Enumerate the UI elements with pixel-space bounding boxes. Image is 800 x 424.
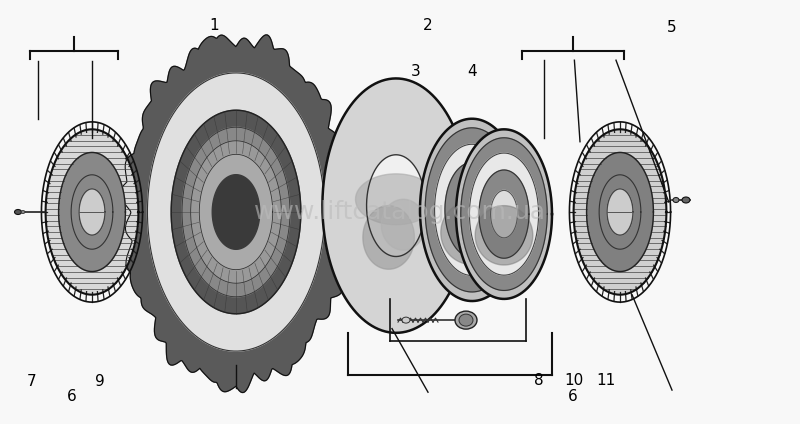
Polygon shape — [212, 175, 260, 249]
Polygon shape — [490, 190, 518, 238]
Text: 3: 3 — [411, 64, 421, 79]
Polygon shape — [363, 206, 414, 269]
Ellipse shape — [21, 210, 25, 214]
Polygon shape — [426, 128, 518, 292]
Text: 11: 11 — [597, 373, 616, 388]
Polygon shape — [479, 170, 529, 258]
Polygon shape — [190, 141, 282, 283]
Polygon shape — [147, 73, 325, 351]
Ellipse shape — [14, 209, 22, 215]
Text: 8: 8 — [534, 373, 543, 388]
Polygon shape — [434, 144, 510, 276]
Polygon shape — [46, 129, 138, 295]
Text: 4: 4 — [467, 64, 477, 79]
Polygon shape — [586, 153, 654, 271]
Polygon shape — [322, 78, 470, 333]
Text: 7: 7 — [27, 374, 37, 389]
Text: www.liftcatalog.com.ua: www.liftcatalog.com.ua — [254, 200, 546, 224]
Ellipse shape — [455, 311, 477, 329]
Polygon shape — [171, 110, 301, 314]
Polygon shape — [458, 184, 486, 235]
Polygon shape — [199, 154, 273, 270]
Text: 6: 6 — [568, 389, 578, 404]
Polygon shape — [79, 189, 105, 235]
Polygon shape — [475, 206, 533, 265]
Polygon shape — [456, 129, 552, 299]
Ellipse shape — [402, 317, 410, 323]
Ellipse shape — [682, 197, 690, 203]
Text: 6: 6 — [67, 389, 77, 404]
Polygon shape — [470, 153, 538, 275]
Polygon shape — [420, 119, 524, 301]
Polygon shape — [366, 155, 426, 257]
Polygon shape — [182, 127, 290, 297]
Polygon shape — [461, 138, 547, 290]
Polygon shape — [121, 35, 350, 393]
Text: 1: 1 — [210, 18, 219, 33]
Polygon shape — [441, 201, 503, 265]
Polygon shape — [445, 162, 499, 257]
Text: 2: 2 — [423, 18, 433, 33]
Ellipse shape — [673, 198, 679, 203]
Text: 10: 10 — [565, 373, 584, 388]
Text: 5: 5 — [667, 20, 677, 35]
Text: 9: 9 — [95, 374, 105, 389]
Ellipse shape — [459, 314, 473, 326]
Polygon shape — [58, 153, 126, 271]
Polygon shape — [574, 129, 666, 295]
Polygon shape — [382, 199, 426, 250]
Polygon shape — [607, 189, 633, 235]
Polygon shape — [355, 174, 437, 225]
